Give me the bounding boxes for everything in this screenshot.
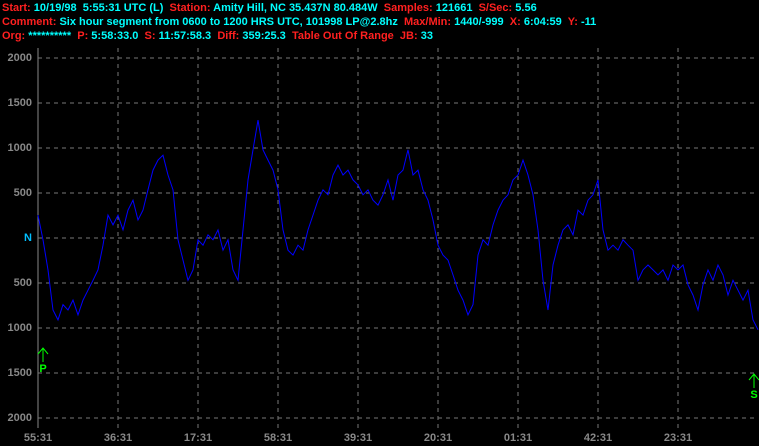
arrow — [748, 373, 759, 388]
x-tick-label: 58:31 — [264, 432, 292, 444]
header-label: Org: — [2, 30, 26, 42]
header-value: 5:58:33.0 — [91, 30, 139, 42]
header-value: 359:25.3 — [242, 30, 286, 42]
header-value: Amity Hill, NC 35.437N 80.484W — [213, 2, 378, 14]
header-label: Comment: — [2, 16, 57, 28]
header-value: 11:57:58.3 — [158, 30, 212, 42]
y-tick-label: 1000 — [8, 322, 32, 334]
header-label: Diff: — [217, 30, 240, 42]
header-line: Org: ********** P: 5:58:33.0 S: 11:57:58… — [2, 29, 602, 43]
header-value: 33 — [420, 30, 433, 42]
x-tick-label: 01:31 — [504, 432, 532, 444]
y-tick-label: 1500 — [8, 97, 32, 109]
x-tick-label: 23:31 — [664, 432, 692, 444]
y-tick-label: 1000 — [8, 142, 32, 154]
header-line: Start: 10/19/98 5:55:31 UTC (L) Station:… — [2, 1, 602, 15]
y-tick-label: 1500 — [8, 367, 32, 379]
header-line: Comment: Six hour segment from 0600 to 1… — [2, 15, 602, 29]
y-tick-label: 500 — [14, 277, 32, 289]
y-tick-label: 500 — [14, 187, 32, 199]
arrow — [37, 347, 49, 362]
header: Start: 10/19/98 5:55:31 UTC (L) Station:… — [2, 1, 602, 43]
header-label: Station: — [169, 2, 211, 14]
x-tick-label: 55:31 — [24, 432, 52, 444]
header-label: Y: — [567, 16, 578, 28]
header-value: 5.56 — [515, 2, 537, 14]
x-tick-label: 39:31 — [344, 432, 372, 444]
annotation: P — [39, 363, 46, 375]
header-value: 1440/-999 — [454, 16, 504, 28]
header-label: S/Sec: — [478, 2, 513, 14]
header-value: -11 — [580, 16, 597, 28]
header-value: Six hour segment from 0600 to 1200 HRS U… — [59, 16, 398, 28]
x-tick-label: 42:31 — [584, 432, 612, 444]
header-value: 10/19/98 5:55:31 UTC (L) — [33, 2, 164, 14]
header-value: 6:04:59 — [523, 16, 562, 28]
header-label: S: — [144, 30, 156, 42]
y-tick-label: N — [24, 232, 32, 244]
y-tick-label: 2000 — [8, 52, 32, 64]
header-label: Table Out Of Range — [291, 30, 394, 42]
header-label: P: — [77, 30, 89, 42]
header-label: X: — [509, 16, 521, 28]
trace — [37, 120, 759, 331]
header-label: JB: — [399, 30, 418, 42]
x-tick-label: 20:31 — [424, 432, 452, 444]
x-tick-label: 17:31 — [184, 432, 212, 444]
y-tick-label: 2000 — [8, 412, 32, 424]
header-label: Samples: — [383, 2, 433, 14]
header-value: ********** — [28, 30, 72, 42]
annotation: S — [750, 389, 757, 401]
x-tick-label: 36:31 — [104, 432, 132, 444]
header-label: Max/Min: — [403, 16, 452, 28]
header-label: Start: — [2, 2, 31, 14]
header-value: 121661 — [435, 2, 473, 14]
